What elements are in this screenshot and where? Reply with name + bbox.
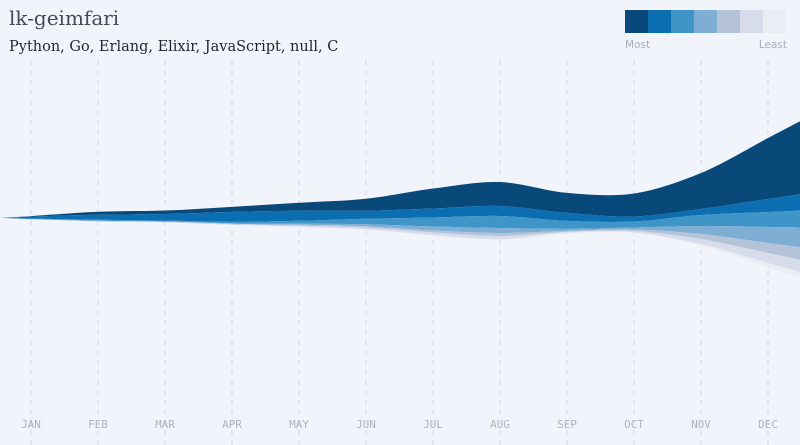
x-tick-label-jan: JAN [21, 418, 41, 431]
color-legend: Most Least [625, 10, 787, 52]
legend-swatch-2 [648, 10, 671, 33]
x-tick-label-feb: FEB [88, 418, 108, 431]
legend-swatch-4 [694, 10, 717, 33]
x-tick-label-oct: OCT [624, 418, 644, 431]
chart-title: lk-geimfari [9, 6, 120, 30]
x-tick-label-sep: SEP [557, 418, 577, 431]
x-axis-labels: JAN FEB MAR APR MAY JUN JUL AUG SEP OCT NOV DEC [21, 418, 778, 431]
x-tick-label-jul: JUL [423, 418, 443, 431]
legend-most-label: Most [625, 39, 651, 51]
stream-layer-1 [0, 121, 800, 218]
legend-least-label: Least [758, 39, 787, 51]
x-tick-label-jun: JUN [356, 418, 376, 431]
legend-swatch-5 [717, 10, 740, 33]
x-tick-label-dec: DEC [758, 418, 778, 431]
x-tick-label-mar: MAR [155, 418, 175, 431]
month-gridlines [30, 60, 769, 445]
x-tick-label-nov: NOV [691, 418, 711, 431]
chart-subtitle: Python, Go, Erlang, Elixir, JavaScript, … [9, 39, 339, 55]
legend-swatch-3 [671, 10, 694, 33]
stream-layers [0, 121, 800, 278]
stream-layer-6 [0, 218, 800, 273]
legend-swatch-1 [625, 10, 648, 33]
stream-layer-2 [0, 194, 800, 222]
x-tick-label-aug: AUG [490, 418, 510, 431]
x-tick-label-apr: APR [222, 418, 242, 431]
legend-swatch-6 [740, 10, 763, 33]
legend-swatches [625, 10, 786, 33]
legend-swatch-7 [763, 10, 786, 33]
stream-layer-3 [0, 210, 800, 229]
x-tick-label-may: MAY [289, 418, 309, 431]
